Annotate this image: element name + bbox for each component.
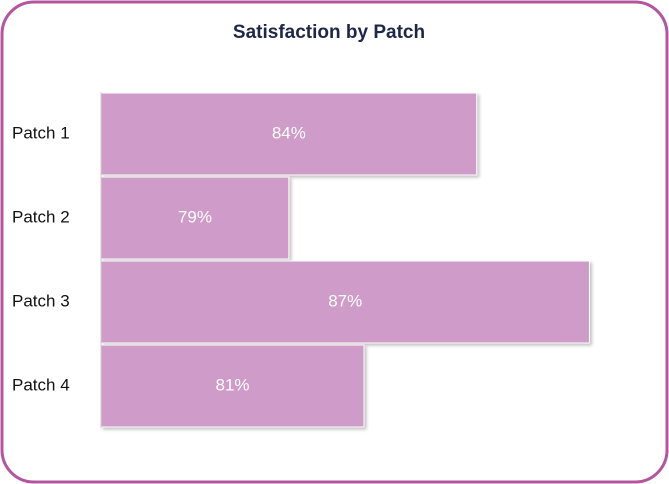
bar <box>100 92 478 176</box>
y-tick-label: Patch 1 <box>12 123 70 142</box>
plot-area <box>100 92 590 428</box>
data-label: 87% <box>328 291 362 310</box>
data-label: 81% <box>215 375 249 394</box>
y-tick-label: Patch 4 <box>12 375 70 394</box>
bar <box>100 344 365 428</box>
chart-title: Satisfaction by Patch <box>233 22 425 43</box>
bar <box>100 176 290 260</box>
bar <box>100 260 590 344</box>
y-tick-label: Patch 2 <box>12 207 70 226</box>
data-label: 79% <box>178 207 212 226</box>
y-tick-label: Patch 3 <box>12 291 70 310</box>
data-label: 84% <box>272 123 306 142</box>
